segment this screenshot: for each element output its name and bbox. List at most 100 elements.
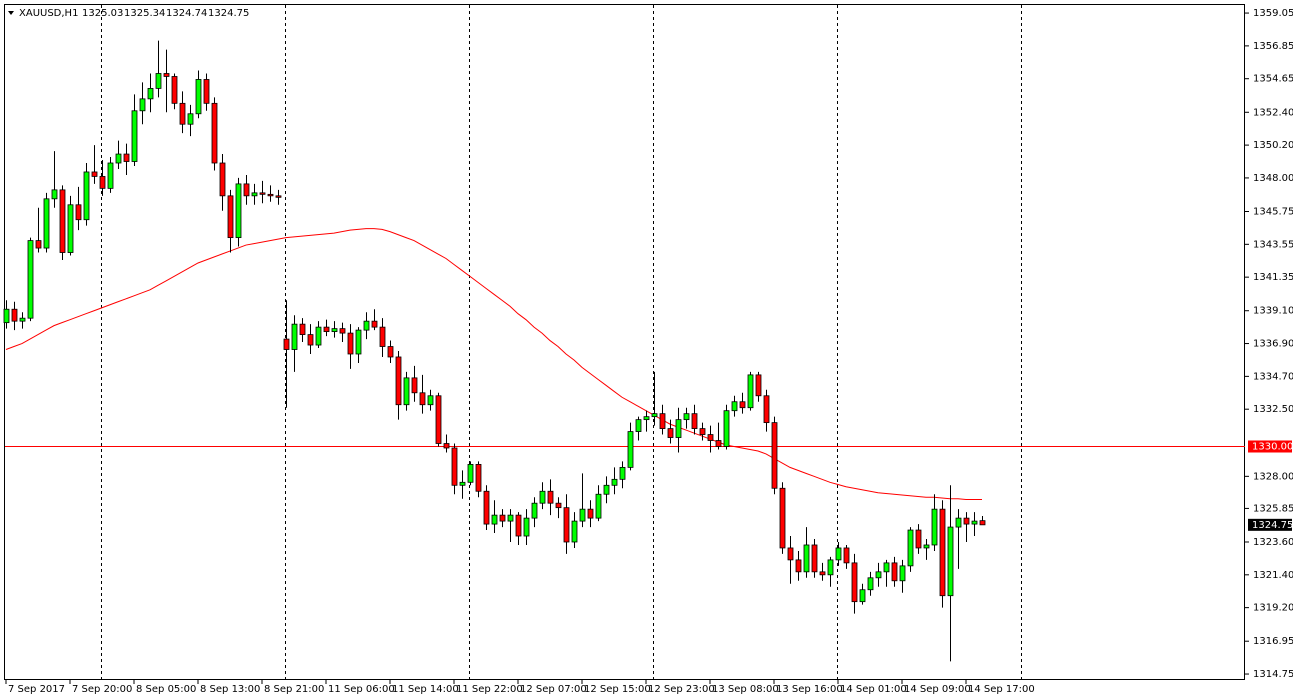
candle-body: [267, 193, 274, 197]
header-low: 1324.74: [166, 8, 207, 19]
candle-body: [51, 189, 58, 200]
candle-body: [579, 508, 586, 522]
candle-body: [395, 356, 402, 406]
candle-body: [947, 526, 954, 597]
y-tick-label: 1339.10: [1253, 306, 1293, 317]
x-tick-label: 8 Sep 21:00: [264, 684, 324, 695]
candle-body: [371, 320, 378, 328]
y-tick-label: 1345.75: [1253, 206, 1293, 217]
candle-body: [955, 517, 962, 528]
candle-body: [43, 198, 50, 249]
candle-body: [899, 565, 906, 582]
candle-body: [827, 559, 834, 576]
candle-body: [651, 413, 658, 418]
candle-body: [363, 320, 370, 331]
candle-body: [731, 401, 738, 412]
y-tick-label: 1352.40: [1253, 107, 1293, 118]
candle-body: [723, 410, 730, 447]
x-tick-label: 14 Sep 17:00: [968, 684, 1035, 695]
y-tick-label: 1336.90: [1253, 339, 1293, 350]
candle-body: [251, 192, 258, 197]
candle-body: [867, 577, 874, 591]
candle-body: [563, 507, 570, 543]
candle-body: [195, 79, 202, 115]
candle-body: [779, 487, 786, 549]
candle-body: [515, 514, 522, 537]
candle-body: [715, 440, 722, 447]
candle-body: [27, 240, 34, 319]
y-tick-label: 1325.85: [1253, 503, 1293, 514]
y-tick-label: 1328.00: [1253, 471, 1293, 482]
candle-body: [59, 189, 66, 253]
candle-body: [451, 447, 458, 486]
x-tick-label: 13 Sep 16:00: [776, 684, 843, 695]
candle-body: [83, 171, 90, 221]
candle-body: [843, 547, 850, 564]
y-tick-label: 1316.95: [1253, 636, 1293, 647]
candle-body: [539, 490, 546, 504]
candle-body: [179, 102, 186, 125]
candle-body: [155, 73, 162, 89]
candle-body: [699, 428, 706, 435]
candle-body: [91, 171, 98, 177]
candle-body: [115, 153, 122, 164]
candle-body: [931, 508, 938, 546]
candle-body: [203, 79, 210, 104]
y-tick-label: 1334.70: [1253, 371, 1293, 382]
candle-body: [187, 113, 194, 125]
candle-body: [507, 514, 514, 522]
candle-body: [427, 395, 434, 406]
header-open: 1325.03: [82, 8, 123, 19]
candle-body: [403, 377, 410, 406]
x-tick-label: 12 Sep 23:00: [648, 684, 715, 695]
x-tick-label: 11 Sep 14:00: [392, 684, 459, 695]
candle-body: [851, 562, 858, 603]
x-tick-label: 14 Sep 01:00: [840, 684, 907, 695]
x-tick-label: 7 Sep 2017: [8, 684, 65, 695]
header-close: 1324.75: [208, 8, 249, 19]
candle-body: [683, 413, 690, 421]
candle-body: [835, 547, 842, 561]
candle-body: [979, 520, 986, 526]
candle-body: [355, 329, 362, 355]
candle-body: [675, 419, 682, 438]
x-tick-label: 12 Sep 07:00: [520, 684, 587, 695]
candle-body: [147, 88, 154, 100]
candle-body: [635, 419, 642, 432]
candle-body: [227, 195, 234, 239]
y-tick-label: 1332.50: [1253, 404, 1293, 415]
candle-body: [171, 76, 178, 104]
candle-body: [323, 326, 330, 333]
candle-body: [595, 493, 602, 519]
y-tick-label: 1348.00: [1253, 173, 1293, 184]
candle-body: [467, 463, 474, 483]
x-tick-label: 12 Sep 15:00: [584, 684, 651, 695]
candle-body: [875, 571, 882, 579]
candle-body: [283, 338, 290, 350]
y-tick-label: 1350.20: [1253, 140, 1293, 151]
candle-body: [659, 413, 666, 429]
candle-body: [643, 416, 650, 421]
x-tick-label: 11 Sep 06:00: [328, 684, 395, 695]
candle-body: [627, 431, 634, 468]
candle-body: [547, 490, 554, 504]
candle-body: [339, 328, 346, 334]
candle-body: [75, 204, 82, 221]
candle-body: [499, 514, 506, 522]
candle-body: [747, 374, 754, 409]
candle-body: [3, 308, 10, 324]
candle-body: [491, 514, 498, 525]
candle-body: [435, 395, 442, 444]
candle-body: [923, 544, 930, 549]
candle-body: [971, 520, 978, 525]
menu-arrow[interactable]: [8, 11, 14, 15]
candle-body: [819, 571, 826, 576]
candle-body: [299, 323, 306, 335]
candle-body: [139, 98, 146, 112]
candle-body: [803, 544, 810, 573]
y-tick-label: 1319.20: [1253, 603, 1293, 614]
candle-body: [419, 392, 426, 406]
candle-body: [443, 443, 450, 449]
candle-body: [107, 162, 114, 189]
